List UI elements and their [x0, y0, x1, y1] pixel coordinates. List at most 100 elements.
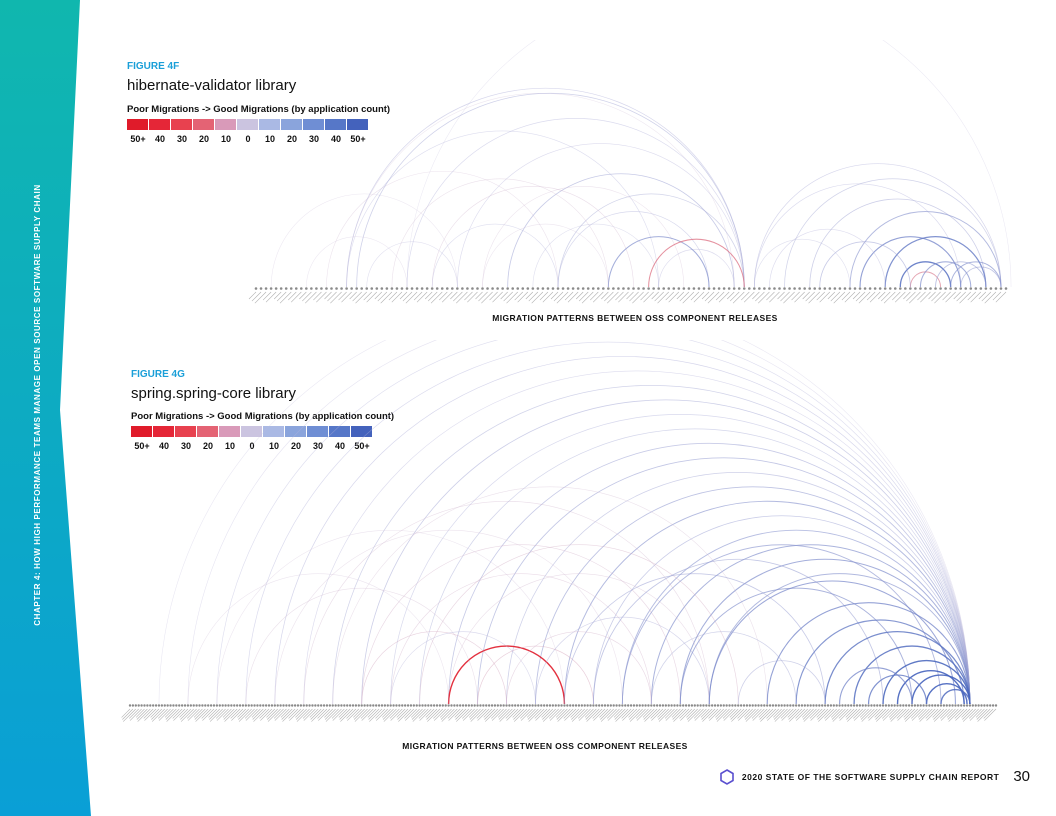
- release-label-mark: [506, 708, 519, 721]
- release-node: [1004, 287, 1008, 290]
- release-label-mark: [839, 708, 852, 721]
- release-label-mark: [593, 708, 606, 721]
- release-node: [566, 704, 569, 707]
- release-node: [151, 704, 155, 707]
- release-node: [279, 287, 283, 290]
- release-node: [909, 287, 912, 290]
- release-label-mark: [404, 708, 417, 721]
- release-node: [994, 287, 998, 290]
- release-label-mark: [506, 291, 518, 304]
- release-node: [717, 287, 721, 290]
- release-label-mark: [682, 291, 695, 304]
- legend-swatch: [149, 119, 170, 130]
- release-label-mark: [668, 291, 680, 303]
- release-node: [868, 287, 872, 290]
- release-node: [838, 704, 841, 707]
- release-label-mark: [179, 708, 189, 718]
- release-node: [360, 287, 363, 290]
- release-label-mark: [794, 291, 805, 303]
- release-node: [410, 287, 414, 290]
- release-node: [254, 287, 258, 290]
- release-label-mark: [448, 708, 461, 721]
- release-node: [300, 287, 303, 290]
- release-node: [337, 704, 340, 707]
- release-node: [664, 704, 668, 707]
- migration-arc: [650, 631, 797, 705]
- legend-tick-label: 10: [224, 441, 235, 451]
- release-node: [322, 704, 326, 707]
- release-label-mark: [888, 708, 898, 718]
- release-node: [618, 704, 621, 707]
- release-label-mark: [339, 708, 351, 720]
- release-label-mark: [475, 291, 483, 300]
- release-label-mark: [729, 291, 740, 302]
- release-label-mark: [143, 708, 154, 719]
- release-node: [290, 704, 294, 707]
- release-node: [734, 704, 737, 707]
- release-node: [380, 704, 384, 707]
- release-node: [699, 704, 702, 707]
- release-node: [727, 287, 731, 290]
- migration-arc: [361, 631, 507, 705]
- release-node: [728, 704, 731, 707]
- release-label-mark: [896, 708, 907, 719]
- release-node: [315, 287, 318, 290]
- release-node: [812, 704, 815, 707]
- release-label-mark: [347, 708, 360, 721]
- sidebar-band: [0, 0, 91, 816]
- release-label-mark: [644, 708, 658, 722]
- release-node: [473, 704, 476, 707]
- release-node: [696, 704, 699, 707]
- release-node: [542, 704, 546, 707]
- release-node: [931, 704, 934, 707]
- release-label-mark: [311, 708, 325, 722]
- legend-tick-label: 50+: [130, 134, 146, 144]
- release-label-mark: [172, 708, 183, 719]
- release-label-mark: [317, 708, 328, 719]
- release-node: [905, 704, 908, 707]
- release-label-mark: [353, 708, 362, 718]
- release-label-mark: [845, 708, 855, 718]
- release-node: [412, 704, 416, 707]
- legend-tick-label: 20: [202, 441, 213, 451]
- release-label-mark: [338, 708, 348, 718]
- release-node: [541, 287, 545, 290]
- release-node: [476, 704, 479, 707]
- release-node: [305, 287, 308, 290]
- release-label-mark: [260, 708, 273, 721]
- release-label-mark: [615, 708, 629, 722]
- release-label-mark: [890, 708, 904, 722]
- release-node: [253, 704, 256, 707]
- release-node: [154, 704, 158, 707]
- release-label-mark: [267, 708, 281, 722]
- release-label-mark: [354, 708, 368, 722]
- release-node: [942, 704, 946, 707]
- release-label-mark: [940, 708, 953, 721]
- release-label-mark: [426, 708, 438, 720]
- release-node: [435, 287, 439, 290]
- release-label-mark: [265, 291, 277, 303]
- release-node: [753, 287, 756, 290]
- release-label-mark: [947, 708, 959, 720]
- release-label-mark: [709, 708, 722, 721]
- hexagon-logo-icon: [720, 768, 734, 785]
- release-label-mark: [592, 291, 604, 303]
- release-label-mark: [701, 708, 713, 720]
- migration-arc: [708, 573, 971, 705]
- release-label-mark: [577, 708, 588, 719]
- release-node: [777, 704, 780, 707]
- release-node: [525, 704, 528, 707]
- release-label-mark: [304, 291, 317, 304]
- legend-tick-label: 40: [330, 134, 341, 144]
- release-node: [409, 704, 413, 707]
- release-label-mark: [852, 291, 861, 300]
- migration-arc: [919, 261, 972, 288]
- release-label-mark: [564, 291, 574, 301]
- release-node: [596, 287, 600, 290]
- release-label-mark: [331, 708, 342, 719]
- release-node: [713, 704, 717, 707]
- release-node: [624, 704, 627, 707]
- release-node: [357, 704, 361, 707]
- release-label-mark: [810, 708, 823, 721]
- release-label-mark: [962, 708, 976, 722]
